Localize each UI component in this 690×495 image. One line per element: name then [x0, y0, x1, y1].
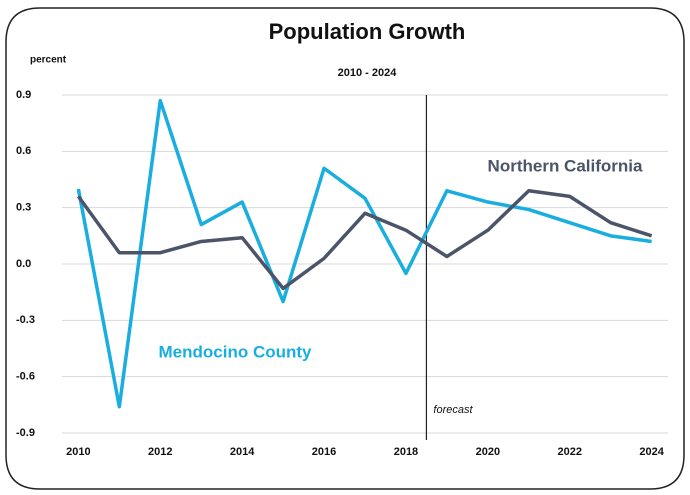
x-tick-label: 2018: [394, 446, 418, 458]
annotation: forecast: [433, 404, 473, 416]
series-label: Northern California: [488, 156, 643, 175]
x-tick-label: 2022: [557, 446, 581, 458]
y-tick-label: 0.6: [16, 145, 31, 157]
frame: [5, 7, 685, 490]
y-tick-label: 0.0: [16, 258, 31, 270]
x-tick-label: 2010: [66, 446, 90, 458]
x-tick-label: 2012: [148, 446, 172, 458]
x-tick-label: 2020: [476, 446, 500, 458]
y-tick-label: -0.3: [16, 314, 35, 326]
y-tick-label: -0.6: [16, 371, 35, 383]
series-label: Mendocino County: [159, 342, 313, 361]
series-line: [76, 98, 652, 409]
x-tick-label: 2016: [312, 446, 336, 458]
y-tick-label: 0.9: [16, 89, 31, 101]
y-axis-label: percent: [30, 55, 67, 66]
y-tick-label: -0.9: [16, 427, 35, 439]
x-tick-label: 2024: [639, 446, 664, 458]
series-line: [76, 189, 653, 291]
chart-title: Population Growth: [269, 19, 466, 44]
x-tick-label: 2014: [230, 446, 255, 458]
chart-subtitle: 2010 - 2024: [338, 67, 398, 79]
y-tick-label: 0.3: [16, 202, 31, 214]
